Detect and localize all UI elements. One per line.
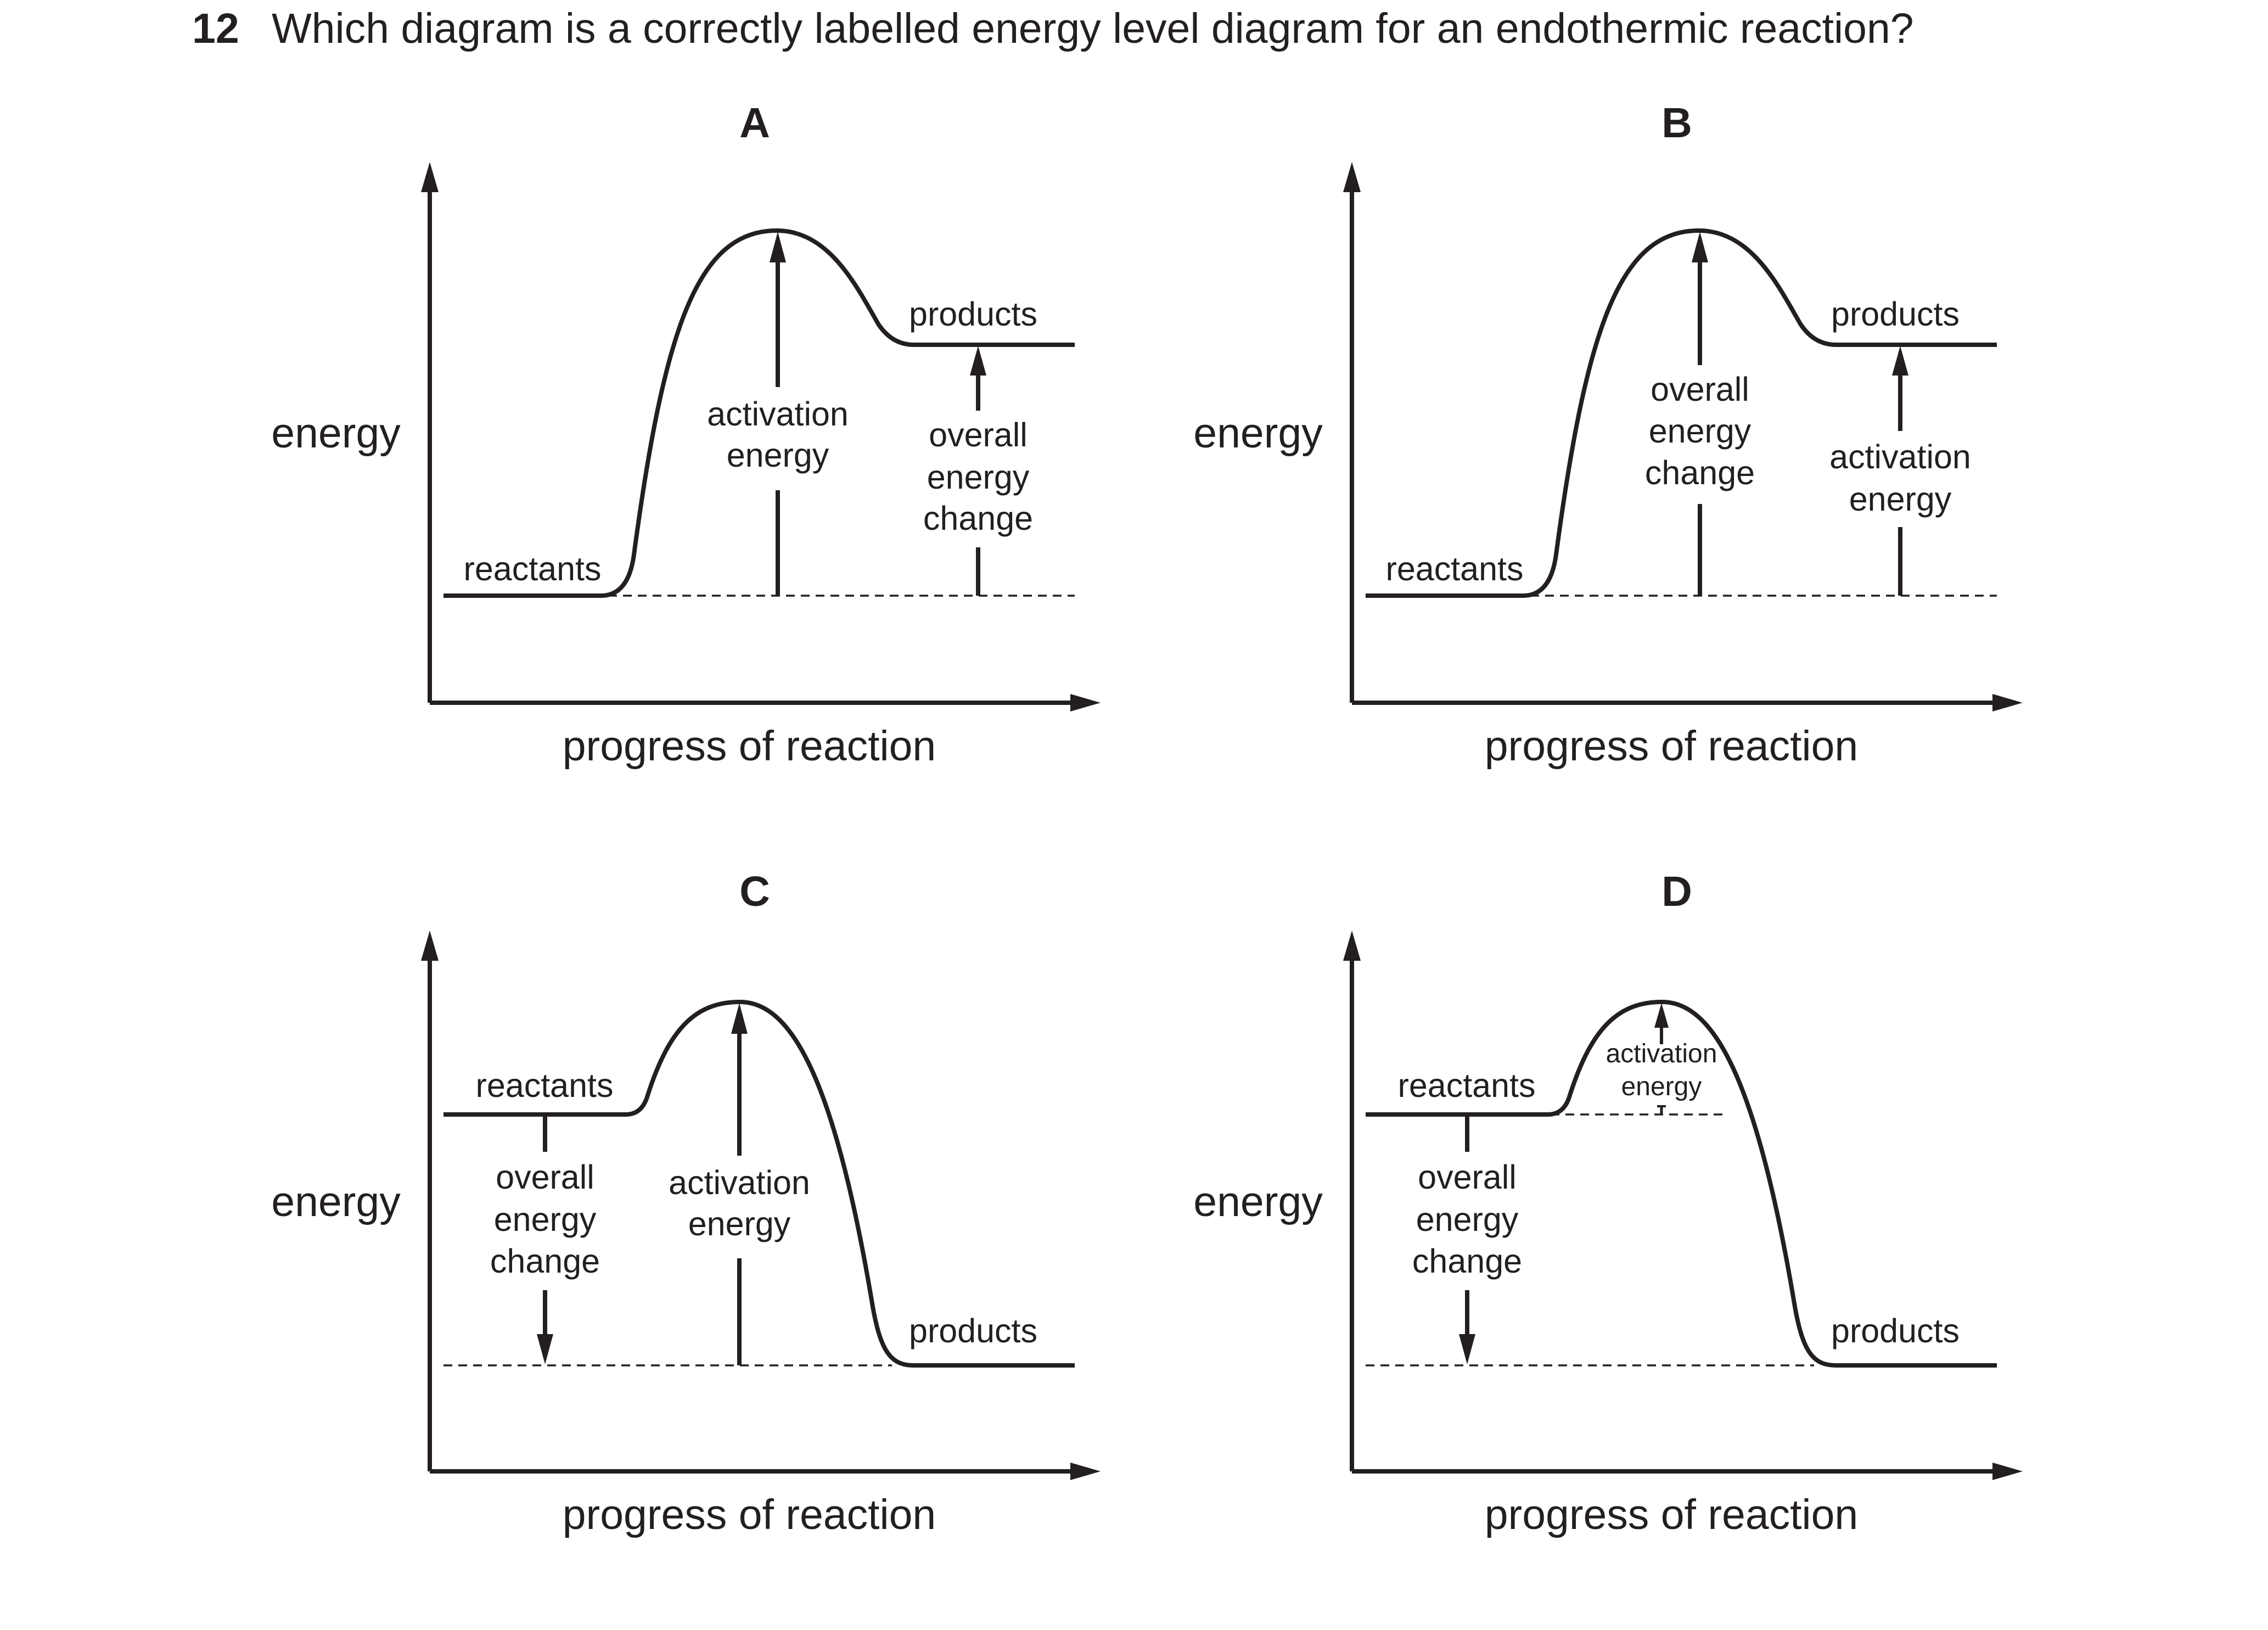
y-axis-arrowhead bbox=[1343, 162, 1361, 192]
side-arrow-label-line-1: overall bbox=[1418, 1158, 1517, 1196]
y-axis-label: energy bbox=[1193, 410, 1323, 457]
side-arrow-label-line-1: overall bbox=[929, 416, 1028, 453]
x-axis-arrowhead bbox=[1992, 694, 2023, 712]
peak-arrowhead bbox=[731, 1003, 748, 1034]
diagram-a: A energy progress of reaction reactants … bbox=[271, 99, 1101, 770]
products-label: products bbox=[909, 295, 1037, 333]
y-axis-label: energy bbox=[271, 410, 401, 457]
question-number: 12 bbox=[192, 5, 239, 52]
side-arrow-label-line-3: change bbox=[490, 1242, 600, 1280]
energy-profile-curve bbox=[1366, 228, 1997, 598]
energy-profile-curve bbox=[1366, 999, 1997, 1368]
peak-arrow-label-line-1: overall bbox=[1651, 371, 1749, 408]
side-arrow-label-line-1: activation bbox=[1829, 438, 1971, 475]
x-axis-arrowhead bbox=[1992, 1463, 2023, 1480]
products-label: products bbox=[909, 1312, 1037, 1349]
side-arrow-label-line-3: change bbox=[923, 500, 1033, 537]
x-axis-arrowhead bbox=[1070, 694, 1101, 712]
x-axis-label: progress of reaction bbox=[563, 1491, 936, 1538]
side-arrow-label-line-3: change bbox=[1412, 1242, 1522, 1280]
x-axis-arrowhead bbox=[1070, 1463, 1101, 1480]
reactants-label: reactants bbox=[1398, 1067, 1536, 1104]
diagram-b: B energy progress of reaction reactants … bbox=[1193, 99, 2023, 770]
diagram-letter: C bbox=[739, 868, 770, 915]
products-label: products bbox=[1831, 1312, 1960, 1349]
y-axis-arrowhead bbox=[421, 162, 439, 192]
side-arrow-label-line-2: energy bbox=[494, 1201, 597, 1238]
diagram-d: D energy progress of reaction reactants … bbox=[1193, 868, 2023, 1538]
peak-arrow-label-line-1: activation bbox=[707, 395, 849, 433]
energy-profile-curve bbox=[444, 999, 1075, 1368]
side-arrowhead bbox=[1892, 346, 1908, 376]
peak-arrow-label-line-1: activation bbox=[669, 1164, 810, 1201]
side-arrow-label-line-2: energy bbox=[1849, 480, 1952, 518]
x-axis-label: progress of reaction bbox=[1485, 1491, 1859, 1538]
side-arrowhead bbox=[1459, 1334, 1475, 1364]
diagram-c: C energy progress of reaction reactants … bbox=[271, 868, 1101, 1538]
peak-arrowhead bbox=[770, 232, 786, 262]
peak-arrow-label-line-1: activation bbox=[1606, 1039, 1717, 1068]
peak-arrow-label-line-3: change bbox=[1645, 454, 1755, 491]
reactants-label: reactants bbox=[1386, 550, 1524, 587]
x-axis-label: progress of reaction bbox=[563, 722, 936, 770]
energy-profile-curve bbox=[444, 228, 1075, 598]
x-axis-label: progress of reaction bbox=[1485, 722, 1859, 770]
diagram-letter: A bbox=[739, 99, 770, 147]
y-axis-label: energy bbox=[271, 1178, 401, 1225]
peak-arrow-label-line-2: energy bbox=[1649, 412, 1751, 450]
side-arrowhead bbox=[970, 346, 986, 376]
peak-arrow-label-line-2: energy bbox=[727, 436, 829, 474]
reactants-label: reactants bbox=[464, 550, 602, 587]
y-axis-arrowhead bbox=[421, 931, 439, 961]
diagram-letter: D bbox=[1661, 868, 1692, 915]
peak-arrowhead bbox=[1654, 1003, 1669, 1028]
peak-arrow-label-line-2: energy bbox=[688, 1205, 791, 1242]
diagram-letter: B bbox=[1661, 99, 1692, 147]
side-arrow-label-line-2: energy bbox=[927, 458, 1030, 496]
peak-arrow-label-line-2: energy bbox=[1621, 1072, 1702, 1101]
y-axis-label: energy bbox=[1193, 1178, 1323, 1225]
side-arrowhead bbox=[537, 1334, 553, 1364]
side-arrow-label-line-1: overall bbox=[496, 1158, 594, 1196]
question-text: Which diagram is a correctly labelled en… bbox=[272, 5, 1914, 52]
peak-arrowhead bbox=[1692, 232, 1708, 262]
y-axis-arrowhead bbox=[1343, 931, 1361, 961]
reactants-label: reactants bbox=[476, 1067, 614, 1104]
products-label: products bbox=[1831, 295, 1960, 333]
side-arrow-label-line-2: energy bbox=[1416, 1201, 1519, 1238]
